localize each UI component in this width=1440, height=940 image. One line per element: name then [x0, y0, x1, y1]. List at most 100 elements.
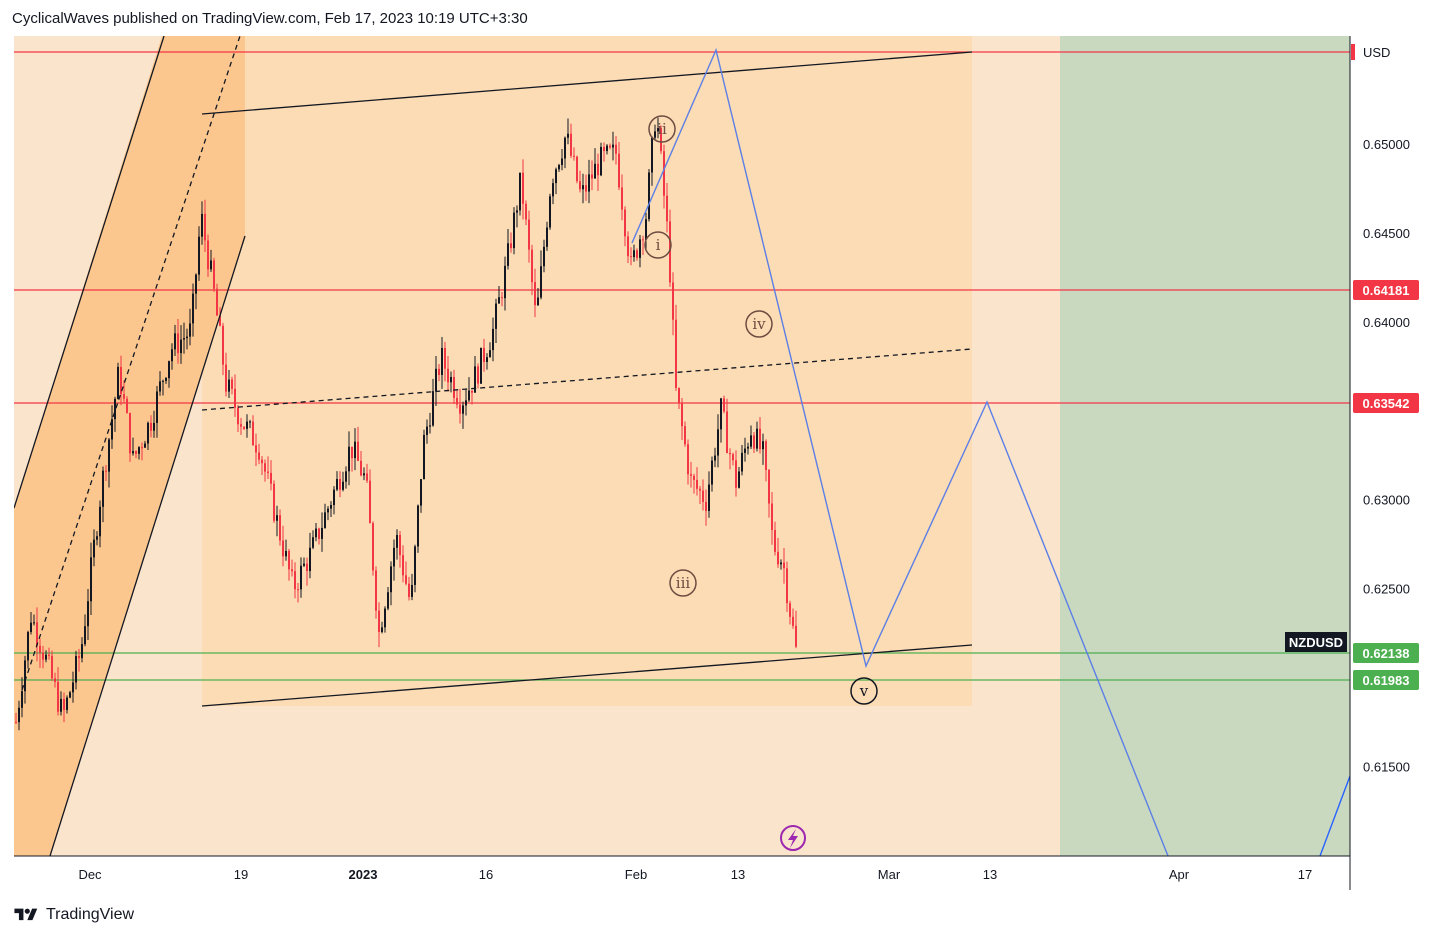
- footer-brand-name: TradingView: [46, 906, 135, 923]
- candle-body: [150, 422, 152, 431]
- candle-body: [591, 174, 593, 179]
- candle-body: [795, 625, 797, 647]
- candle-body: [363, 473, 365, 476]
- candle-body: [471, 390, 473, 393]
- candle-body: [210, 260, 212, 270]
- candle-body: [54, 678, 56, 682]
- candle-body: [108, 439, 110, 472]
- candle-body: [240, 424, 242, 427]
- candle-body: [213, 260, 215, 289]
- candle-body: [612, 144, 614, 148]
- candle-body: [84, 626, 86, 645]
- candle-body: [726, 411, 728, 453]
- candle-body: [249, 421, 251, 423]
- candle-body: [690, 474, 692, 476]
- candle-body: [681, 403, 683, 427]
- footer-brand[interactable]: TradingView: [12, 906, 134, 924]
- candle-body: [288, 550, 290, 570]
- candle-body: [237, 407, 239, 425]
- candle-body: [42, 652, 44, 660]
- candle-body: [201, 213, 203, 237]
- candle-body: [495, 303, 497, 329]
- candle-body: [336, 479, 338, 490]
- candle-body: [672, 282, 674, 320]
- candle-body: [741, 452, 743, 472]
- candle-body: [408, 583, 410, 597]
- candle-body: [156, 391, 158, 423]
- x-tick-label: Feb: [625, 867, 647, 882]
- candle-body: [30, 622, 32, 633]
- candle-body: [783, 562, 785, 569]
- candle-body: [72, 682, 74, 693]
- rising-channel-upper: [14, 36, 165, 509]
- candle-body: [243, 426, 245, 429]
- lightning-icon[interactable]: [780, 825, 806, 851]
- candle-body: [501, 297, 503, 299]
- candle-body: [786, 568, 788, 604]
- candle-body: [219, 315, 221, 326]
- wave-label-circle: [850, 677, 878, 705]
- candle-body: [132, 451, 134, 454]
- candle-body: [525, 203, 527, 220]
- candle-body: [504, 265, 506, 299]
- candle-body: [69, 692, 71, 698]
- candle-body: [216, 288, 218, 316]
- candle-body: [348, 446, 350, 472]
- candle-body: [99, 506, 101, 537]
- candle-body: [147, 422, 149, 444]
- candle-body: [309, 547, 311, 572]
- candle-body: [261, 459, 263, 464]
- wave-label-ii: ii: [657, 120, 667, 138]
- candle-body: [321, 527, 323, 539]
- candle-body: [687, 444, 689, 475]
- candle-body: [570, 133, 572, 156]
- candle-body: [165, 378, 167, 381]
- candle-body: [435, 368, 437, 392]
- candle-body: [543, 246, 545, 267]
- channel-mid: [201, 348, 973, 411]
- x-tick-label: 17: [1298, 867, 1312, 882]
- candle-body: [258, 452, 260, 460]
- candle-body: [630, 256, 632, 258]
- candle-body: [711, 460, 713, 485]
- y-tick-label: 0.61500: [1363, 759, 1410, 774]
- candle-body: [642, 239, 644, 241]
- candle-body: [588, 174, 590, 192]
- candle-body: [582, 185, 584, 190]
- candle-body: [111, 419, 113, 440]
- price-tag-bg: [1353, 670, 1419, 690]
- candle-body: [429, 425, 431, 427]
- candle-body: [39, 645, 41, 653]
- candle-body: [699, 488, 701, 491]
- candle-body: [477, 366, 479, 384]
- candle-body: [738, 471, 740, 488]
- candle-body: [285, 550, 287, 557]
- candle-body: [717, 429, 719, 456]
- candle-body: [546, 227, 548, 247]
- candle-body: [576, 156, 578, 182]
- candle-body: [333, 489, 335, 506]
- candle-body: [747, 446, 749, 449]
- candle-body: [21, 691, 23, 708]
- candle-body: [252, 421, 254, 446]
- candle-body: [114, 398, 116, 420]
- candle-body: [117, 366, 119, 399]
- candle-body: [189, 323, 191, 337]
- y-tick-label: 0.64000: [1363, 315, 1410, 330]
- candle-body: [654, 131, 656, 138]
- candle-body: [462, 405, 464, 414]
- candle-body: [171, 349, 173, 362]
- candle-body: [489, 350, 491, 358]
- candle-body: [399, 535, 401, 556]
- candle-body: [684, 426, 686, 445]
- candle-body: [267, 471, 269, 473]
- candle-body: [423, 434, 425, 480]
- price-tag-label: 0.61983: [1363, 673, 1410, 688]
- candle-body: [45, 654, 47, 660]
- y-tick-label: 0.63000: [1363, 493, 1410, 508]
- rising-channel-mid: [21, 36, 241, 691]
- candle-body: [411, 584, 413, 597]
- x-tick-label: Mar: [878, 867, 901, 882]
- candle-body: [732, 454, 734, 461]
